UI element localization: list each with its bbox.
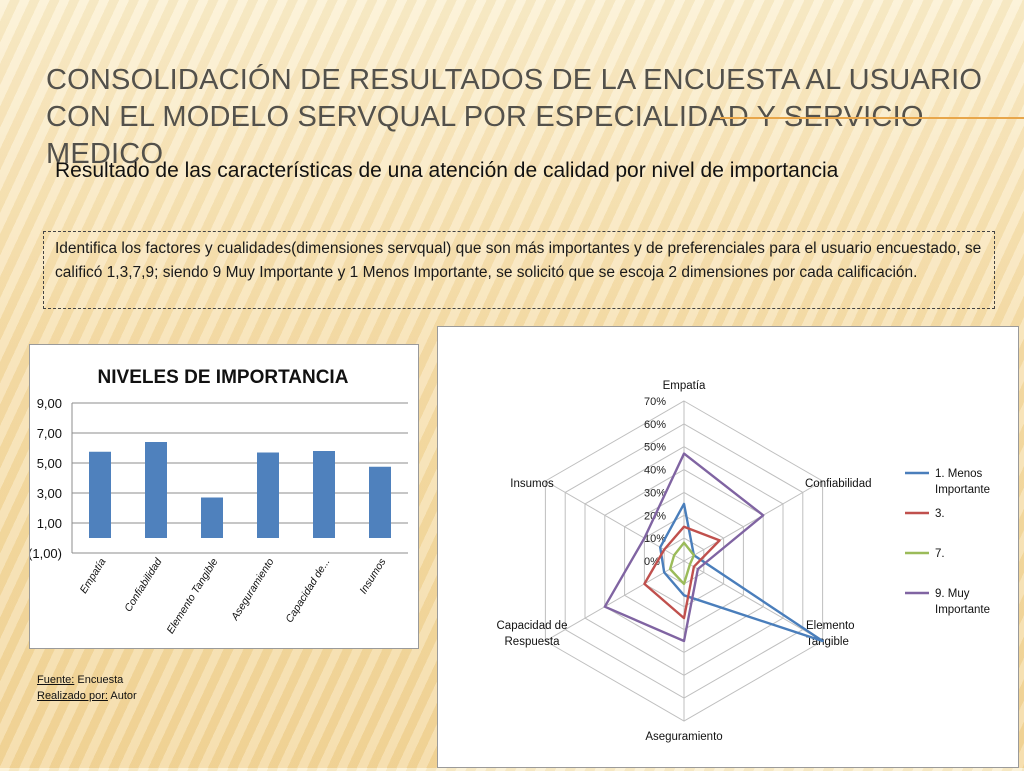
radar-axis-label: Insumos <box>510 478 554 490</box>
bar-y-tick-label: (1,00) <box>30 546 62 561</box>
bar-category-label: Insumos <box>357 556 389 597</box>
radar-r-tick-label: 10% <box>644 533 666 545</box>
radar-series-line <box>668 541 696 586</box>
radar-series-line <box>643 525 721 620</box>
legend-label: 3. <box>935 508 945 520</box>
radar-spoke <box>545 560 685 642</box>
bar-category-label: Confiabilidad <box>122 555 165 614</box>
bar-y-tick-label: 9,00 <box>37 396 62 411</box>
bar <box>145 442 167 538</box>
bar <box>257 452 279 538</box>
radar-r-tick-label: 50% <box>644 442 666 454</box>
radar-axis-label: Empatía <box>663 380 706 392</box>
radar-r-tick-label: 40% <box>644 465 666 477</box>
radar-r-tick-label: 70% <box>644 396 666 408</box>
author-value: Autor <box>110 690 137 702</box>
radar-spoke <box>683 560 823 642</box>
radar-chart-panel: 0% 10% 20% 30% 40% 50% 60% 70% Empatía Confiabili… <box>437 326 1019 768</box>
slide-subtitle: Resultado de las características de una … <box>55 159 839 182</box>
bar-category-label: Aseguramiento <box>228 556 276 623</box>
source-label: Fuente: <box>37 674 75 686</box>
radar-series-line <box>603 452 765 643</box>
title-accent-rule <box>720 117 1024 119</box>
radar-axis-label: Capacidad de Respuesta <box>497 620 568 648</box>
bar-y-tick-label: 3,00 <box>37 486 62 501</box>
radar-r-tick-label: 60% <box>644 419 666 431</box>
bar-category-label: Empatía <box>78 556 109 596</box>
bar-category-label: Capacidad de... <box>283 556 332 625</box>
bar <box>313 451 335 538</box>
source-note: Fuente: Encuesta Realizado por: Autor <box>37 672 137 704</box>
radar-axis-label: Aseguramiento <box>645 731 722 743</box>
description-text: Identifica los factores y cualidades(dim… <box>55 240 982 281</box>
legend-label: 7. <box>935 548 945 560</box>
radar-spoke <box>683 480 823 562</box>
bar-y-tick-label: 7,00 <box>37 426 62 441</box>
bar-category-label: Elemento Tangible <box>164 556 220 636</box>
legend-label: 1. Menos Importante <box>935 468 990 496</box>
bar <box>369 466 391 538</box>
bar-chart: NIVELES DE IMPORTANCIA (1,00) 1,00 3,00 5,0… <box>28 367 408 636</box>
bar <box>89 451 111 538</box>
radar-chart: 0%10%20%30%40%50%60%70%EmpatíaConfiabili… <box>497 380 990 743</box>
radar-r-tick-label: 30% <box>644 487 666 499</box>
bar-chart-panel: NIVELES DE IMPORTANCIA (1,00) 1,00 3,00 5,0… <box>28 344 419 649</box>
bar <box>201 497 223 538</box>
bar-y-tick-label: 5,00 <box>37 456 62 471</box>
radar-series-line <box>658 502 824 643</box>
bar-chart-title: NIVELES DE IMPORTANCIA <box>98 367 349 388</box>
author-label: Realizado por: <box>37 690 108 702</box>
legend-label: 9. Muy Importante <box>935 588 990 616</box>
description-box <box>43 231 995 309</box>
bar-y-tick-label: 1,00 <box>37 516 62 531</box>
source-value: Encuesta <box>77 674 124 686</box>
radar-axis-label: Confiabilidad <box>805 478 872 490</box>
